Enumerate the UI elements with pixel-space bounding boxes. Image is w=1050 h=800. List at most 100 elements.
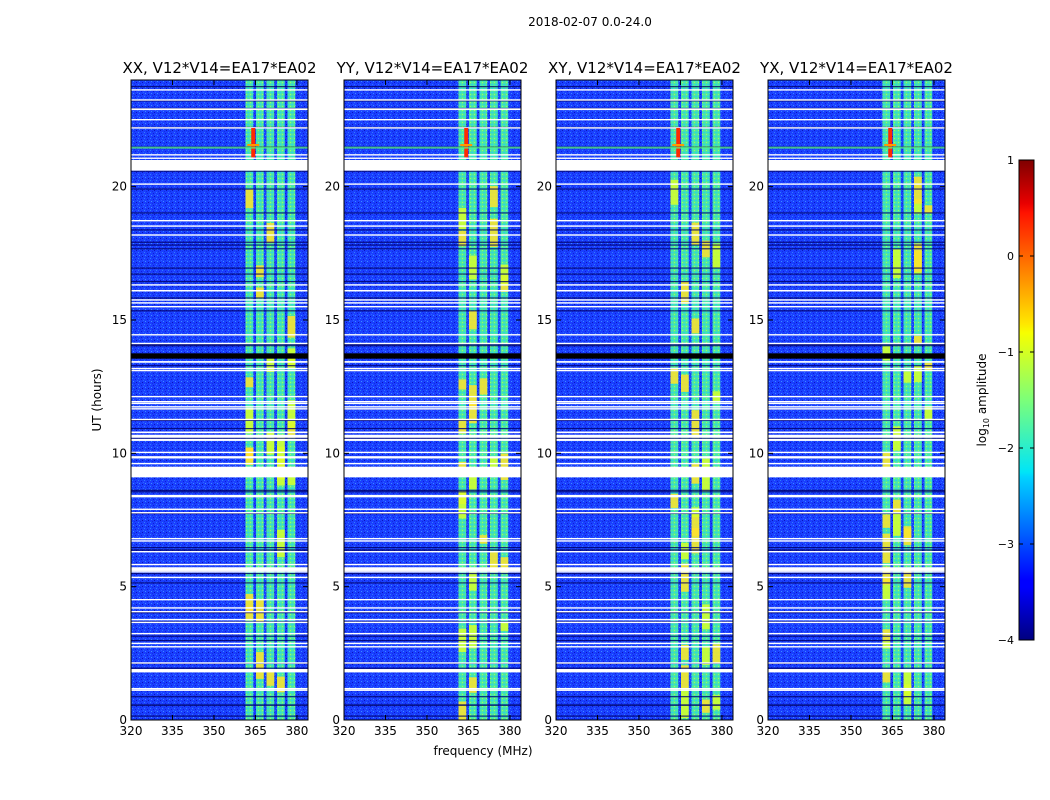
blank-band: [556, 353, 733, 359]
flagged-line: [556, 508, 733, 510]
flagged-line: [768, 400, 945, 403]
flagged-band: [131, 466, 308, 478]
flagged-line: [344, 183, 521, 185]
signal-hotspot: [287, 421, 296, 439]
dark-line: [556, 170, 733, 172]
flagged-line: [131, 687, 308, 690]
dark-line: [344, 241, 521, 243]
flagged-line: [768, 431, 945, 433]
flagged-line: [556, 108, 733, 111]
flagged-line: [344, 598, 521, 601]
dark-line: [344, 188, 521, 190]
signal-hotspot: [458, 701, 467, 720]
panel-title: YX, V12*V14=EA17*EA02: [759, 59, 953, 77]
dark-line: [768, 281, 945, 283]
flagged-line: [131, 495, 308, 498]
dark-line: [344, 715, 521, 717]
signal-hotspot: [914, 176, 922, 204]
flagged-line: [556, 567, 733, 569]
y-tick-label: 5: [544, 580, 552, 594]
dark-line: [344, 297, 521, 299]
signal-hotspot: [712, 695, 721, 710]
flagged-line: [768, 540, 945, 542]
signal-hotspot: [893, 512, 901, 536]
flagged-line: [556, 551, 733, 553]
flagged-line: [768, 395, 945, 398]
signal-hotspot: [670, 179, 679, 205]
flagged-line: [131, 408, 308, 410]
flagged-line: [556, 689, 733, 691]
dark-line: [131, 715, 308, 717]
flagged-line: [131, 457, 308, 459]
dark-line: [556, 365, 733, 367]
signal-band: [914, 80, 922, 720]
flagged-band: [768, 160, 945, 171]
flagged-line: [131, 400, 308, 403]
flagged-line: [768, 563, 945, 566]
flagged-line: [344, 157, 521, 159]
flagged-line: [344, 408, 521, 410]
dark-line: [131, 365, 308, 367]
dark-line: [131, 188, 308, 190]
flagged-line: [344, 646, 521, 648]
flagged-line: [344, 302, 521, 304]
signal-hotspot: [702, 458, 710, 473]
colorbar-tick-label: 1: [1007, 154, 1014, 167]
flagged-line: [768, 418, 945, 421]
flagged-line: [768, 284, 945, 286]
signal-hotspot: [691, 222, 700, 245]
flagged-line: [344, 642, 521, 645]
flagged-line: [131, 456, 308, 458]
flagged-line: [131, 402, 308, 405]
flagged-line: [556, 431, 733, 433]
x-tick-label: 320: [545, 724, 568, 738]
dark-line: [131, 273, 308, 275]
flagged-line: [131, 342, 308, 345]
panel-title: XX, V12*V14=EA17*EA02: [122, 59, 316, 77]
dark-line: [131, 212, 308, 214]
x-tick-label: 320: [120, 724, 143, 738]
dark-line: [556, 639, 733, 642]
flagged-line: [131, 508, 308, 510]
flagged-line: [344, 457, 521, 459]
dark-line: [131, 546, 308, 549]
rfi-row: [556, 146, 733, 149]
blank-band: [131, 353, 308, 359]
dark-line: [768, 427, 945, 430]
dark-line: [131, 427, 308, 430]
flagged-line: [556, 451, 733, 454]
signal-band: [245, 80, 254, 720]
dark-line: [768, 635, 945, 637]
dark-line: [556, 582, 733, 584]
signal-hotspot: [893, 499, 901, 513]
signal-hotspot: [681, 281, 689, 304]
panel-frame: [343, 79, 522, 721]
panel-frame: [555, 79, 734, 721]
dark-line: [556, 267, 733, 269]
signal-hotspot: [903, 526, 912, 546]
flagged-line: [768, 494, 945, 497]
flagged-line: [768, 576, 945, 579]
y-tick-label: 20: [749, 180, 764, 194]
flagged-line: [131, 302, 308, 304]
dark-line: [344, 267, 521, 269]
x-tick-label: 380: [285, 724, 308, 738]
flagged-line: [344, 418, 521, 421]
dark-line: [344, 365, 521, 367]
dark-line: [556, 437, 733, 439]
flagged-line: [131, 434, 308, 437]
flagged-line: [344, 451, 521, 454]
flagged-line: [131, 118, 308, 121]
dark-line: [344, 512, 521, 515]
x-tick-label: 365: [457, 724, 480, 738]
flagged-line: [768, 567, 945, 569]
x-tick-label: 350: [628, 724, 651, 738]
flagged-line: [344, 299, 521, 301]
flagged-line: [768, 402, 945, 405]
flagged-line: [131, 234, 308, 236]
dark-line: [556, 512, 733, 515]
dark-line: [344, 229, 521, 231]
dark-line: [768, 715, 945, 717]
x-tick-label: 365: [669, 724, 692, 738]
flagged-line: [556, 361, 733, 363]
